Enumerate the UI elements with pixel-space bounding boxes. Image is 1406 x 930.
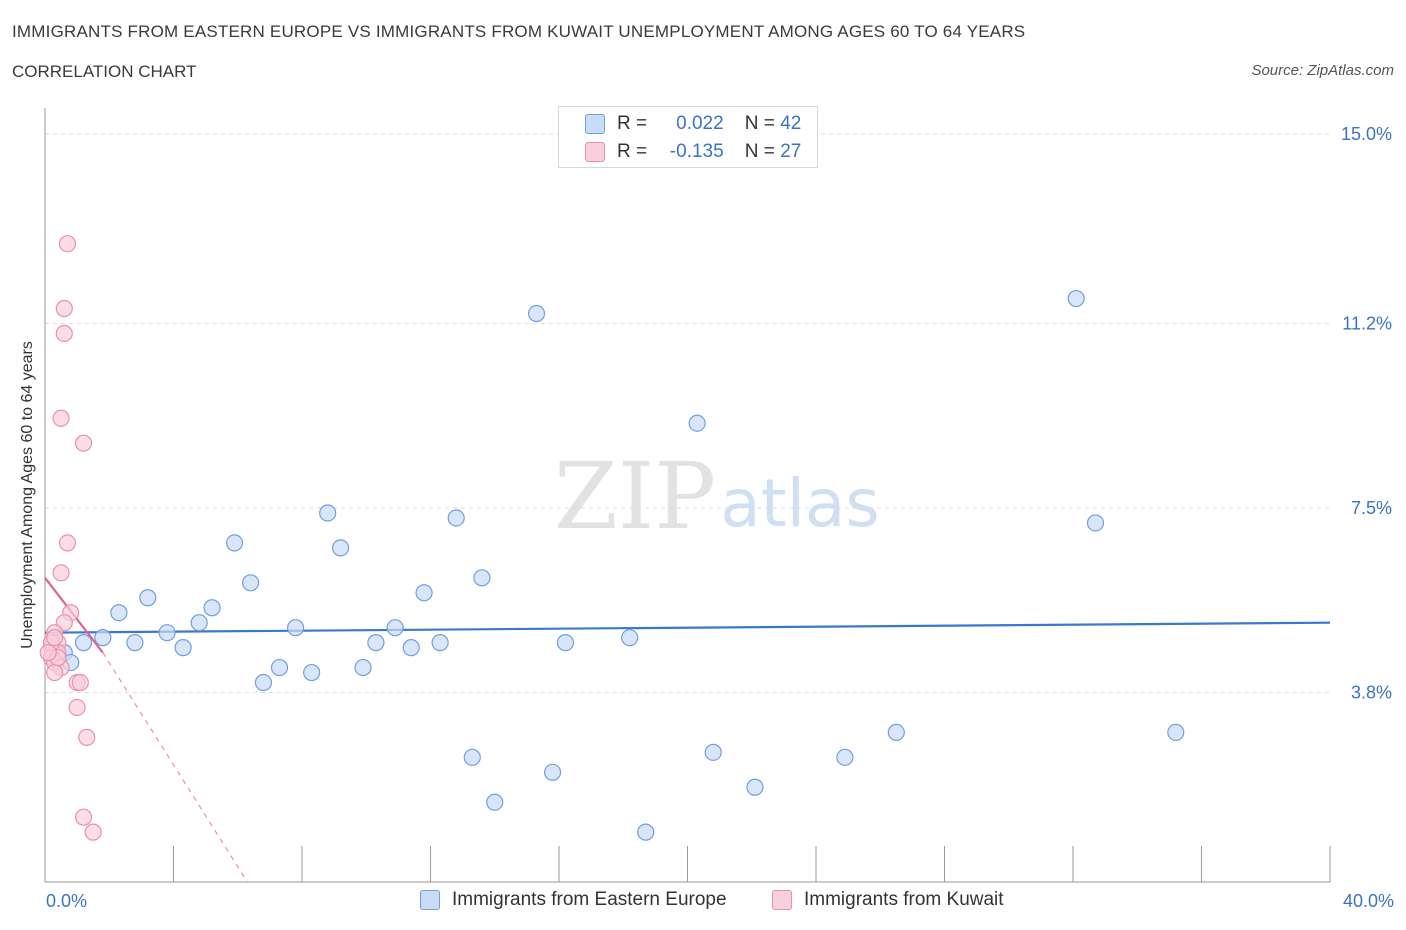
n-label: N = <box>744 141 775 162</box>
point-eastern-europe <box>270 658 289 677</box>
point-eastern-europe <box>286 619 305 637</box>
point-eastern-europe <box>354 658 372 677</box>
chart-title: IMMIGRANTS FROM EASTERN EUROPE VS IMMIGR… <box>12 22 1026 41</box>
point-eastern-europe <box>303 663 321 682</box>
point-eastern-europe <box>463 748 481 766</box>
point-eastern-europe <box>386 619 404 637</box>
grid-lines <box>45 133 1330 694</box>
watermark-atlas: atlas <box>720 465 880 542</box>
point-eastern-europe <box>402 639 420 657</box>
stats-row-eastern-europe: R = 0.022 N = 42 <box>585 112 801 136</box>
point-kuwait <box>78 728 96 746</box>
r-label: R = <box>617 113 648 134</box>
point-eastern-europe <box>190 614 208 632</box>
n-label: N = <box>744 113 775 134</box>
x-tick-max: 40.0% <box>1342 891 1394 911</box>
r-value: 0.022 <box>676 113 724 134</box>
point-eastern-europe <box>431 634 449 652</box>
point-eastern-europe <box>174 639 192 657</box>
point-eastern-europe <box>704 743 722 761</box>
point-kuwait <box>55 324 73 343</box>
y-tick-label: 3.8% <box>1351 683 1392 703</box>
point-eastern-europe <box>254 673 273 692</box>
point-kuwait <box>46 663 64 682</box>
legend-label-eastern-europe: Immigrants from Eastern Europe <box>452 889 727 910</box>
axes <box>44 108 1331 883</box>
point-eastern-europe <box>836 748 854 766</box>
source-label: Source: ZipAtlas.com <box>1251 62 1394 79</box>
data-points <box>39 235 1185 841</box>
point-kuwait <box>55 299 73 318</box>
stats-row-kuwait: R = -0.135 N = 27 <box>585 140 801 164</box>
point-eastern-europe <box>225 534 244 552</box>
point-eastern-europe <box>473 569 491 587</box>
n-value: 27 <box>780 141 802 162</box>
point-kuwait <box>52 564 70 582</box>
point-kuwait <box>74 434 93 452</box>
point-eastern-europe <box>94 629 112 647</box>
point-eastern-europe <box>486 793 504 811</box>
n-value: 42 <box>780 113 802 134</box>
legend-item-kuwait[interactable]: Immigrants from Kuwait <box>772 889 1004 911</box>
point-eastern-europe <box>1167 723 1185 742</box>
legend-label-kuwait: Immigrants from Kuwait <box>804 889 1004 910</box>
r-value: -0.135 <box>669 141 724 162</box>
y-tick-label: 15.0% <box>1341 124 1392 144</box>
legend-swatch-kuwait <box>772 890 792 910</box>
stats-legend: R = 0.022 N = 42 R = -0.135 N = 27 <box>558 106 818 168</box>
y-tick-labels: 3.8% 7.5% 11.2% 15.0% <box>1341 124 1392 703</box>
y-tick-label: 11.2% <box>1342 313 1392 333</box>
point-eastern-europe <box>415 584 433 602</box>
point-eastern-europe <box>74 634 93 652</box>
point-eastern-europe <box>367 634 385 652</box>
stats-swatch-eastern-europe <box>585 114 605 134</box>
bottom-legend: Immigrants from Eastern Europe Immigrant… <box>0 889 1406 915</box>
point-kuwait <box>58 534 77 552</box>
legend-item-eastern-europe[interactable]: Immigrants from Eastern Europe <box>420 889 727 911</box>
point-eastern-europe <box>447 509 465 527</box>
point-eastern-europe <box>319 504 337 522</box>
point-eastern-europe <box>527 304 546 323</box>
point-kuwait <box>74 808 93 826</box>
point-kuwait <box>52 409 70 427</box>
watermark: ZIP atlas <box>554 443 880 550</box>
point-kuwait <box>58 235 77 253</box>
watermark-zip: ZIP <box>554 443 716 550</box>
x-tick-min: 0.0% <box>46 891 88 911</box>
point-eastern-europe <box>556 634 575 652</box>
point-eastern-europe <box>1086 514 1105 532</box>
point-eastern-europe <box>621 629 639 647</box>
stats-swatch-kuwait <box>585 142 605 162</box>
y-tick-label: 7.5% <box>1351 498 1392 518</box>
point-eastern-europe <box>242 574 260 592</box>
point-eastern-europe <box>203 599 221 617</box>
point-eastern-europe <box>110 604 128 622</box>
trend-line-kuwait-extrapolated <box>102 652 248 883</box>
point-kuwait <box>39 644 57 662</box>
r-label: R = <box>617 141 648 162</box>
point-kuwait <box>84 823 102 841</box>
point-eastern-europe <box>688 414 706 432</box>
point-kuwait <box>68 698 86 717</box>
trend-lines <box>44 577 1331 883</box>
point-eastern-europe <box>331 539 350 557</box>
legend-swatch-eastern-europe <box>420 890 440 910</box>
point-kuwait <box>46 629 64 647</box>
point-eastern-europe <box>139 589 157 607</box>
point-eastern-europe <box>887 723 905 742</box>
chart-subtitle: CORRELATION CHART <box>12 62 197 81</box>
point-eastern-europe <box>637 823 655 841</box>
point-eastern-europe <box>1067 289 1085 308</box>
point-eastern-europe <box>543 763 562 781</box>
trend-line-eastern-europe <box>44 621 1331 634</box>
point-kuwait <box>71 673 89 692</box>
point-eastern-europe <box>126 634 144 652</box>
point-eastern-europe <box>746 778 764 796</box>
point-eastern-europe <box>158 624 176 642</box>
